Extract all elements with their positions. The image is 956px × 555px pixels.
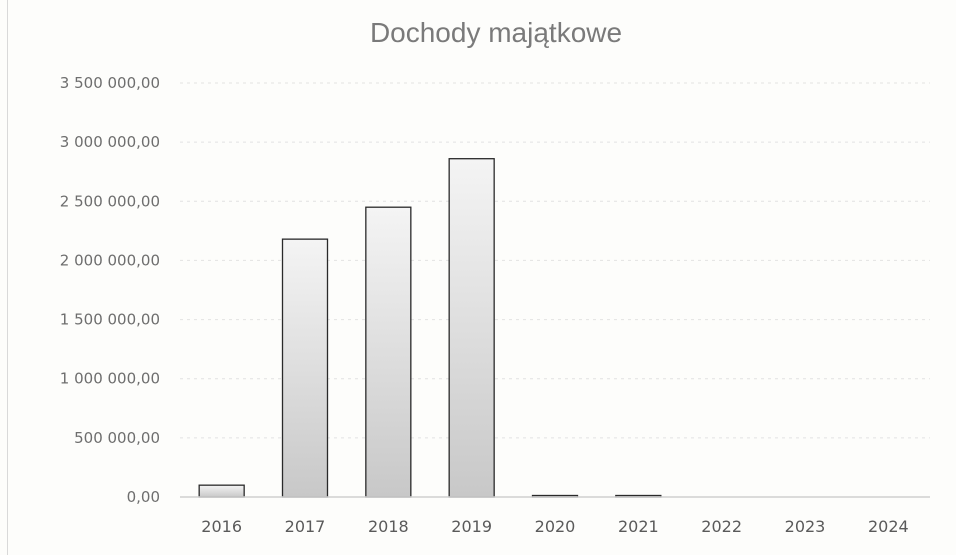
bar-2019 xyxy=(448,158,495,498)
x-tick-label: 2021 xyxy=(618,517,659,536)
y-tick-label: 3 000 000,00 xyxy=(60,133,160,151)
x-tick-label: 2024 xyxy=(868,517,909,536)
x-tick-label: 2018 xyxy=(368,517,409,536)
x-tick-label: 2019 xyxy=(451,517,492,536)
x-tick-label: 2022 xyxy=(701,517,742,536)
x-tick-label: 2017 xyxy=(285,517,326,536)
y-axis-ticks: 0,00 500 000,00 1 000 000,00 1 500 000,00 2 … xyxy=(60,74,160,506)
x-axis-ticks: 2016 2017 2018 2019 2020 2021 2022 2023 2024 xyxy=(201,517,908,536)
y-tick-label: 3 500 000,00 xyxy=(60,74,160,92)
x-tick-label: 2023 xyxy=(785,517,826,536)
bars xyxy=(198,158,662,498)
bar-2017 xyxy=(281,238,329,498)
chart-left-border xyxy=(7,0,8,555)
bar-2018 xyxy=(365,206,412,498)
x-tick-label: 2016 xyxy=(201,517,242,536)
y-tick-label: 1 000 000,00 xyxy=(60,370,160,388)
chart-title: Dochody majątkowe xyxy=(370,17,622,48)
y-tick-label: 1 500 000,00 xyxy=(60,311,160,329)
y-tick-label: 0,00 xyxy=(127,488,160,506)
grid-lines xyxy=(180,82,930,439)
bar-2016 xyxy=(198,484,245,498)
y-tick-label: 2 500 000,00 xyxy=(60,192,160,210)
y-tick-label: 500 000,00 xyxy=(74,429,160,447)
x-tick-label: 2020 xyxy=(535,517,576,536)
y-tick-label: 2 000 000,00 xyxy=(60,251,160,269)
